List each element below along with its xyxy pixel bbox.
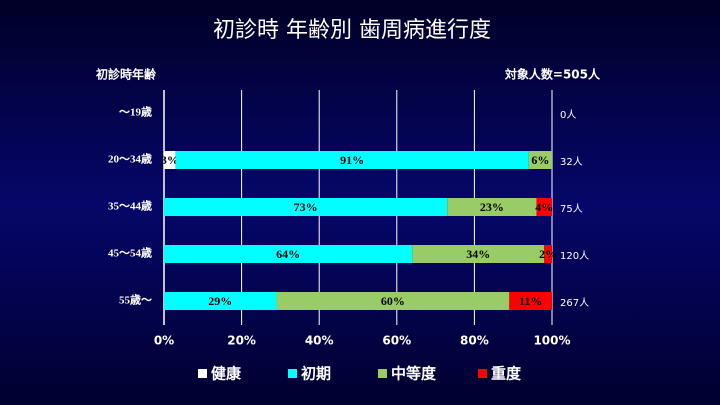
y-tick-label: ～19歳 — [119, 105, 152, 119]
value-label: 6% — [531, 153, 549, 167]
bar-segment — [536, 198, 552, 216]
legend-swatch — [478, 369, 487, 378]
value-label: 91% — [340, 153, 364, 167]
bar-segment — [528, 151, 552, 169]
count-label: 120人 — [560, 250, 589, 262]
legend-swatch — [288, 369, 297, 378]
value-label: 2% — [539, 247, 557, 261]
count-label: 32人 — [560, 156, 583, 168]
y-tick-label: 20～34歳 — [108, 152, 152, 166]
bar-segment — [164, 198, 448, 216]
bar-segment — [447, 198, 537, 216]
legend-swatch — [378, 369, 387, 378]
x-tick-label: 20% — [227, 334, 256, 348]
bar-segment — [164, 245, 413, 263]
legend-label: 健康 — [211, 365, 242, 383]
value-label: 64% — [276, 247, 300, 261]
value-label: 34% — [466, 247, 490, 261]
bar-segment — [175, 151, 529, 169]
bar-segment — [509, 292, 552, 310]
count-label: 267人 — [560, 297, 589, 309]
y-tick-label: 55歳～ — [119, 293, 152, 307]
legend-swatch — [198, 369, 207, 378]
value-label: 29% — [208, 294, 232, 308]
value-label: 23% — [480, 200, 504, 214]
count-label: 75人 — [560, 203, 583, 215]
x-tick-label: 60% — [382, 334, 411, 348]
bar-segment — [412, 245, 545, 263]
x-tick-label: 40% — [305, 334, 334, 348]
y-tick-label: 35～44歳 — [108, 199, 152, 213]
x-tick-label: 0% — [154, 334, 174, 348]
value-label: 73% — [294, 200, 318, 214]
value-label: 60% — [381, 294, 405, 308]
value-label: 3% — [161, 153, 179, 167]
value-label: 4% — [535, 200, 553, 214]
legend-label: 重度 — [491, 365, 522, 383]
y-tick-label: 45～54歳 — [108, 246, 152, 260]
legend-label: 初期 — [301, 365, 331, 383]
y-axis-label: 初診時年齢 — [96, 67, 157, 82]
legend-label: 中等度 — [391, 365, 437, 383]
bar-segment — [164, 151, 176, 169]
annotation: 対象人数=505人 — [504, 67, 601, 82]
value-label: 11% — [519, 294, 542, 308]
count-label: 0人 — [560, 109, 576, 121]
x-tick-label: 100% — [533, 334, 570, 348]
chart-title: 初診時 年齢別 歯周病進行度 — [213, 18, 491, 43]
bar-segment — [164, 292, 277, 310]
x-tick-label: 80% — [460, 334, 489, 348]
bar-segment — [544, 245, 552, 263]
bar-segment — [276, 292, 510, 310]
